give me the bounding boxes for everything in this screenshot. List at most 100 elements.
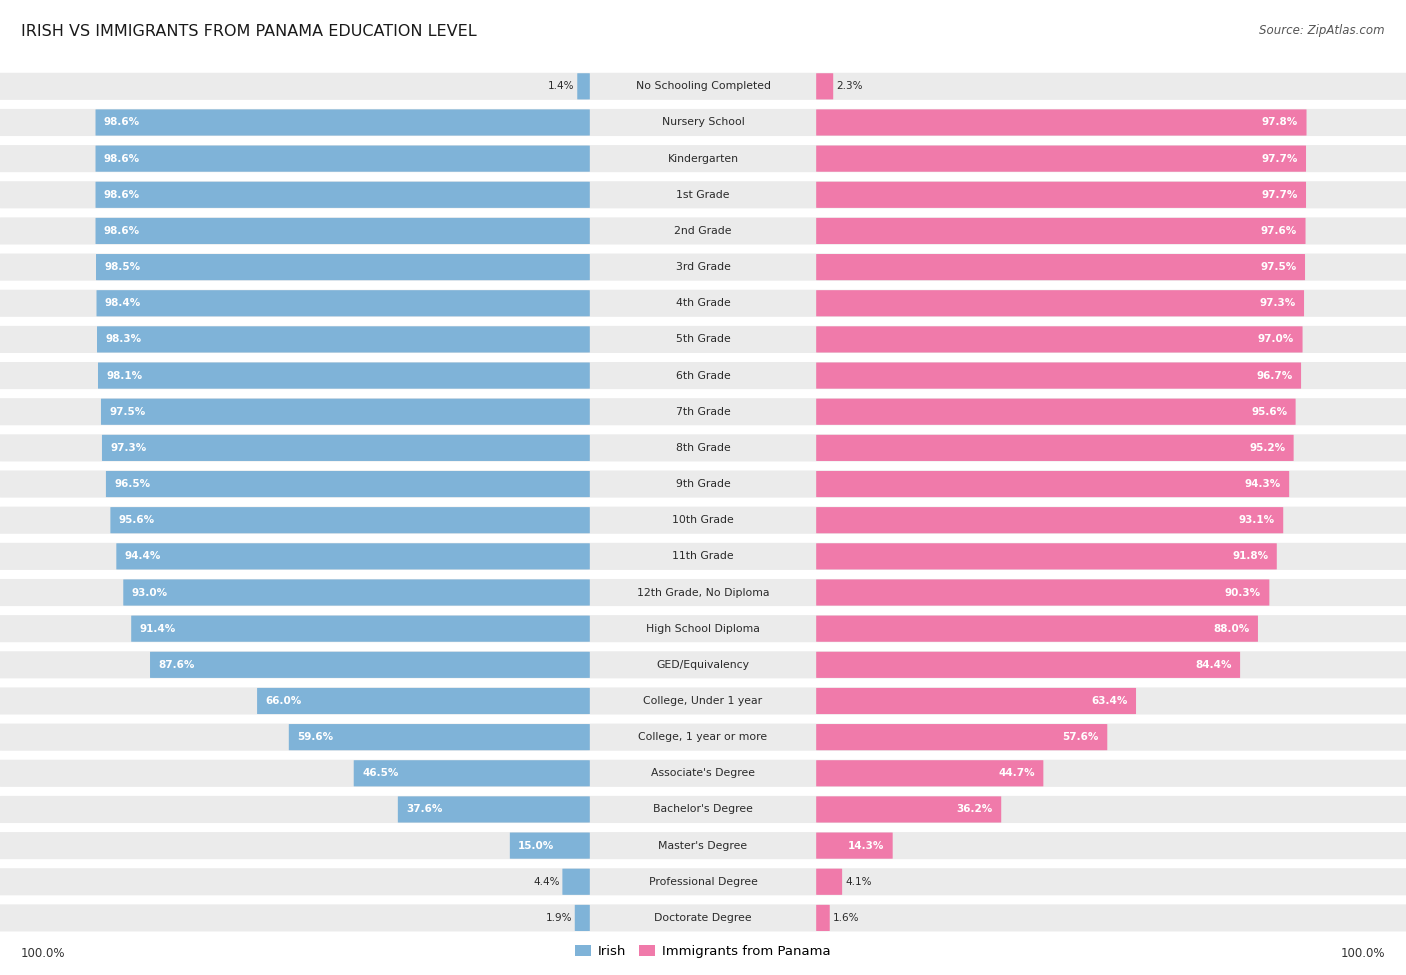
FancyBboxPatch shape bbox=[815, 145, 1306, 172]
FancyBboxPatch shape bbox=[354, 760, 591, 787]
Text: 98.1%: 98.1% bbox=[107, 370, 142, 380]
FancyBboxPatch shape bbox=[815, 543, 1277, 569]
FancyBboxPatch shape bbox=[0, 254, 1406, 281]
Text: GED/Equivalency: GED/Equivalency bbox=[657, 660, 749, 670]
FancyBboxPatch shape bbox=[815, 327, 1302, 353]
FancyBboxPatch shape bbox=[0, 217, 1406, 245]
FancyBboxPatch shape bbox=[815, 651, 1240, 678]
FancyBboxPatch shape bbox=[0, 868, 1406, 895]
FancyBboxPatch shape bbox=[575, 905, 591, 931]
FancyBboxPatch shape bbox=[815, 399, 1295, 425]
FancyBboxPatch shape bbox=[117, 543, 591, 569]
Text: 93.1%: 93.1% bbox=[1239, 515, 1275, 526]
Text: 11th Grade: 11th Grade bbox=[672, 551, 734, 562]
Text: 94.3%: 94.3% bbox=[1244, 479, 1281, 489]
FancyBboxPatch shape bbox=[150, 651, 591, 678]
Text: 1.4%: 1.4% bbox=[548, 81, 575, 92]
FancyBboxPatch shape bbox=[0, 615, 1406, 643]
Text: 7th Grade: 7th Grade bbox=[676, 407, 730, 416]
Text: 2nd Grade: 2nd Grade bbox=[675, 226, 731, 236]
Text: Master's Degree: Master's Degree bbox=[658, 840, 748, 850]
FancyBboxPatch shape bbox=[815, 688, 1136, 714]
Text: 98.6%: 98.6% bbox=[104, 117, 141, 128]
Text: 15.0%: 15.0% bbox=[519, 840, 554, 850]
FancyBboxPatch shape bbox=[815, 760, 1043, 787]
FancyBboxPatch shape bbox=[0, 181, 1406, 209]
Text: IRISH VS IMMIGRANTS FROM PANAMA EDUCATION LEVEL: IRISH VS IMMIGRANTS FROM PANAMA EDUCATIO… bbox=[21, 24, 477, 39]
FancyBboxPatch shape bbox=[0, 290, 1406, 317]
FancyBboxPatch shape bbox=[815, 905, 830, 931]
Text: 95.6%: 95.6% bbox=[1251, 407, 1286, 416]
Text: 37.6%: 37.6% bbox=[406, 804, 443, 814]
FancyBboxPatch shape bbox=[257, 688, 591, 714]
Text: Associate's Degree: Associate's Degree bbox=[651, 768, 755, 778]
FancyBboxPatch shape bbox=[815, 724, 1108, 750]
Text: 88.0%: 88.0% bbox=[1213, 624, 1250, 634]
Text: 9th Grade: 9th Grade bbox=[676, 479, 730, 489]
Text: 97.8%: 97.8% bbox=[1261, 117, 1298, 128]
Text: 4th Grade: 4th Grade bbox=[676, 298, 730, 308]
FancyBboxPatch shape bbox=[0, 579, 1406, 606]
FancyBboxPatch shape bbox=[131, 615, 591, 642]
FancyBboxPatch shape bbox=[0, 73, 1406, 99]
FancyBboxPatch shape bbox=[0, 905, 1406, 931]
FancyBboxPatch shape bbox=[0, 145, 1406, 173]
Text: 2.3%: 2.3% bbox=[837, 81, 862, 92]
FancyBboxPatch shape bbox=[815, 471, 1289, 497]
Text: 46.5%: 46.5% bbox=[363, 768, 398, 778]
Text: 59.6%: 59.6% bbox=[297, 732, 333, 742]
Text: Source: ZipAtlas.com: Source: ZipAtlas.com bbox=[1260, 24, 1385, 37]
FancyBboxPatch shape bbox=[0, 543, 1406, 570]
Text: Bachelor's Degree: Bachelor's Degree bbox=[652, 804, 754, 814]
FancyBboxPatch shape bbox=[815, 435, 1294, 461]
FancyBboxPatch shape bbox=[0, 398, 1406, 425]
Text: 1.9%: 1.9% bbox=[546, 913, 572, 923]
Text: Kindergarten: Kindergarten bbox=[668, 154, 738, 164]
Text: Professional Degree: Professional Degree bbox=[648, 877, 758, 887]
FancyBboxPatch shape bbox=[0, 434, 1406, 461]
Text: 1st Grade: 1st Grade bbox=[676, 190, 730, 200]
Text: 66.0%: 66.0% bbox=[266, 696, 302, 706]
FancyBboxPatch shape bbox=[97, 327, 591, 353]
FancyBboxPatch shape bbox=[815, 797, 1001, 823]
FancyBboxPatch shape bbox=[0, 507, 1406, 533]
Text: 98.6%: 98.6% bbox=[104, 154, 141, 164]
FancyBboxPatch shape bbox=[0, 109, 1406, 136]
Text: 63.4%: 63.4% bbox=[1091, 696, 1128, 706]
Text: 10th Grade: 10th Grade bbox=[672, 515, 734, 526]
Text: 100.0%: 100.0% bbox=[1340, 947, 1385, 960]
Text: 97.3%: 97.3% bbox=[111, 443, 146, 453]
FancyBboxPatch shape bbox=[815, 615, 1258, 642]
FancyBboxPatch shape bbox=[815, 181, 1306, 208]
Text: 4.1%: 4.1% bbox=[845, 877, 872, 887]
Text: Doctorate Degree: Doctorate Degree bbox=[654, 913, 752, 923]
Text: 14.3%: 14.3% bbox=[848, 840, 884, 850]
Text: 97.0%: 97.0% bbox=[1258, 334, 1294, 344]
Text: 97.5%: 97.5% bbox=[110, 407, 146, 416]
FancyBboxPatch shape bbox=[578, 73, 591, 99]
Text: College, Under 1 year: College, Under 1 year bbox=[644, 696, 762, 706]
Text: Nursery School: Nursery School bbox=[662, 117, 744, 128]
FancyBboxPatch shape bbox=[0, 651, 1406, 679]
Text: 44.7%: 44.7% bbox=[998, 768, 1035, 778]
Text: 98.5%: 98.5% bbox=[104, 262, 141, 272]
FancyBboxPatch shape bbox=[0, 723, 1406, 751]
FancyBboxPatch shape bbox=[97, 291, 591, 316]
FancyBboxPatch shape bbox=[101, 399, 591, 425]
Text: 1.6%: 1.6% bbox=[832, 913, 859, 923]
Text: 84.4%: 84.4% bbox=[1195, 660, 1232, 670]
FancyBboxPatch shape bbox=[815, 217, 1306, 244]
Text: 57.6%: 57.6% bbox=[1063, 732, 1099, 742]
FancyBboxPatch shape bbox=[815, 73, 834, 99]
Text: 96.5%: 96.5% bbox=[114, 479, 150, 489]
FancyBboxPatch shape bbox=[288, 724, 591, 750]
Text: 96.7%: 96.7% bbox=[1257, 370, 1292, 380]
Text: 94.4%: 94.4% bbox=[125, 551, 162, 562]
Text: 3rd Grade: 3rd Grade bbox=[675, 262, 731, 272]
FancyBboxPatch shape bbox=[815, 363, 1301, 389]
FancyBboxPatch shape bbox=[815, 291, 1303, 316]
Text: 8th Grade: 8th Grade bbox=[676, 443, 730, 453]
FancyBboxPatch shape bbox=[98, 363, 591, 389]
FancyBboxPatch shape bbox=[0, 796, 1406, 823]
Text: 95.6%: 95.6% bbox=[120, 515, 155, 526]
